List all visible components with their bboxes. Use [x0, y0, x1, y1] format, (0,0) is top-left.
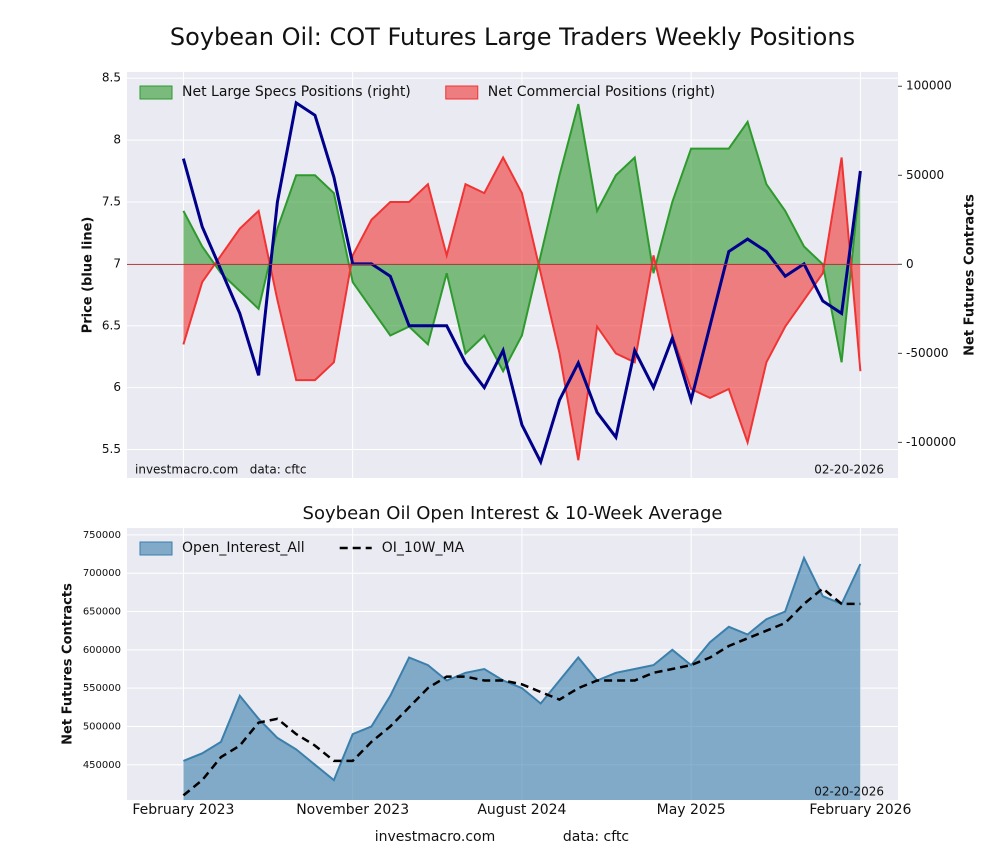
- y2-tick-label: 50000: [906, 168, 944, 182]
- y2-tick-label: 0: [906, 257, 914, 271]
- y-axis-label: Net Futures Contracts: [61, 583, 76, 745]
- legend-swatch: [139, 85, 173, 100]
- y-tick-label: 7: [113, 256, 121, 270]
- area: [183, 104, 861, 372]
- y2-tick-label: 100000: [906, 79, 952, 93]
- annotation: 02-20-2026: [814, 463, 884, 477]
- y-tick-label: 5.5: [102, 442, 121, 456]
- y-tick-label: 750000: [83, 530, 121, 541]
- y-tick-label: 8: [113, 133, 121, 147]
- y-tick-label: 450000: [83, 760, 121, 771]
- footer-site: investmacro.com: [375, 829, 495, 845]
- annotation: 02-20-2026: [814, 785, 884, 799]
- y-tick-label: 7.5: [102, 194, 121, 208]
- area: [183, 557, 861, 800]
- x-tick-label: November 2023: [296, 802, 409, 818]
- y-axis-label: Price (blue line): [81, 217, 96, 334]
- line: [181, 100, 862, 466]
- legend-swatch: [445, 85, 479, 100]
- y-tick-label: 700000: [83, 568, 121, 579]
- area-edge: [182, 103, 862, 374]
- y2-axis-label: Net Futures Contracts: [963, 194, 978, 356]
- x-tick-label: February 2026: [809, 802, 911, 818]
- legend-label: Net Large Specs Positions (right): [182, 84, 411, 100]
- chart-title: Soybean Oil Open Interest & 10-Week Aver…: [303, 503, 723, 524]
- chart-title: Soybean Oil: COT Futures Large Traders W…: [170, 23, 855, 51]
- x-tick-label: May 2025: [657, 802, 726, 818]
- footer-source: data: cftc: [563, 829, 629, 845]
- legend-swatch: [139, 541, 173, 556]
- area-edge: [183, 555, 862, 782]
- x-tick-label: August 2024: [477, 802, 566, 818]
- y-tick-label: 600000: [83, 645, 121, 656]
- legend-label: Open_Interest_All: [182, 540, 305, 556]
- y-tick-label: 650000: [83, 607, 121, 618]
- y-tick-label: 500000: [83, 721, 121, 732]
- line: [182, 586, 861, 797]
- legend-label: Net Commercial Positions (right): [488, 84, 715, 100]
- area: [183, 157, 861, 461]
- y2-tick-label: -50000: [906, 346, 949, 360]
- annotation: investmacro.com data: cftc: [135, 463, 307, 477]
- y2-tick-label: -100000: [906, 435, 956, 449]
- legend-label: OI_10W_MA: [382, 540, 465, 556]
- y-tick-label: 6: [113, 380, 121, 394]
- y-tick-label: 6.5: [102, 318, 121, 332]
- y-tick-label: 550000: [83, 683, 121, 694]
- x-tick-label: February 2023: [132, 802, 234, 818]
- y-tick-label: 8.5: [102, 71, 121, 85]
- area-edge: [182, 155, 862, 461]
